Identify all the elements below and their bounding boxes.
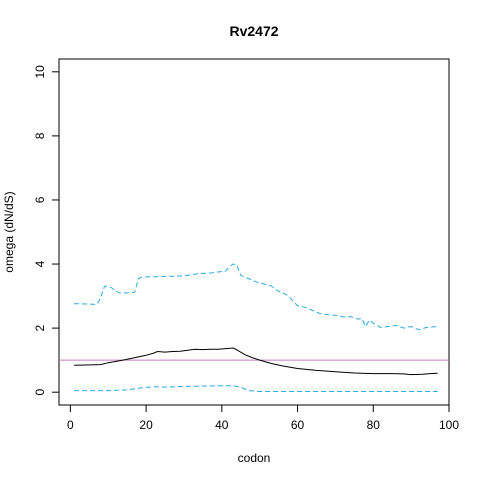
chart-title: Rv2472	[229, 23, 278, 39]
y-tick-label: 4	[33, 260, 47, 267]
x-tick-label: 80	[367, 418, 381, 432]
x-tick-label: 60	[291, 418, 305, 432]
y-axis: 0 2 4 6 8 10	[33, 65, 60, 396]
y-tick-label: 6	[33, 196, 47, 203]
x-tick-label: 20	[139, 418, 153, 432]
x-axis-label: codon	[238, 451, 271, 465]
y-axis-label: omega (dN/dS)	[2, 191, 16, 272]
y-tick-label: 2	[33, 324, 47, 331]
y-tick-label: 10	[33, 65, 47, 79]
lower-bound-line	[74, 385, 438, 392]
upper-bound-line	[74, 263, 438, 331]
x-axis: 0 20 40 60 80 100	[67, 404, 459, 432]
plot-frame	[58, 58, 450, 406]
y-tick-label: 8	[33, 132, 47, 139]
x-tick-label: 0	[67, 418, 74, 432]
x-tick-label: 40	[215, 418, 229, 432]
x-tick-label: 100	[439, 418, 459, 432]
mean-line	[74, 347, 438, 376]
series-layer	[59, 263, 449, 392]
y-tick-label: 0	[33, 389, 47, 396]
